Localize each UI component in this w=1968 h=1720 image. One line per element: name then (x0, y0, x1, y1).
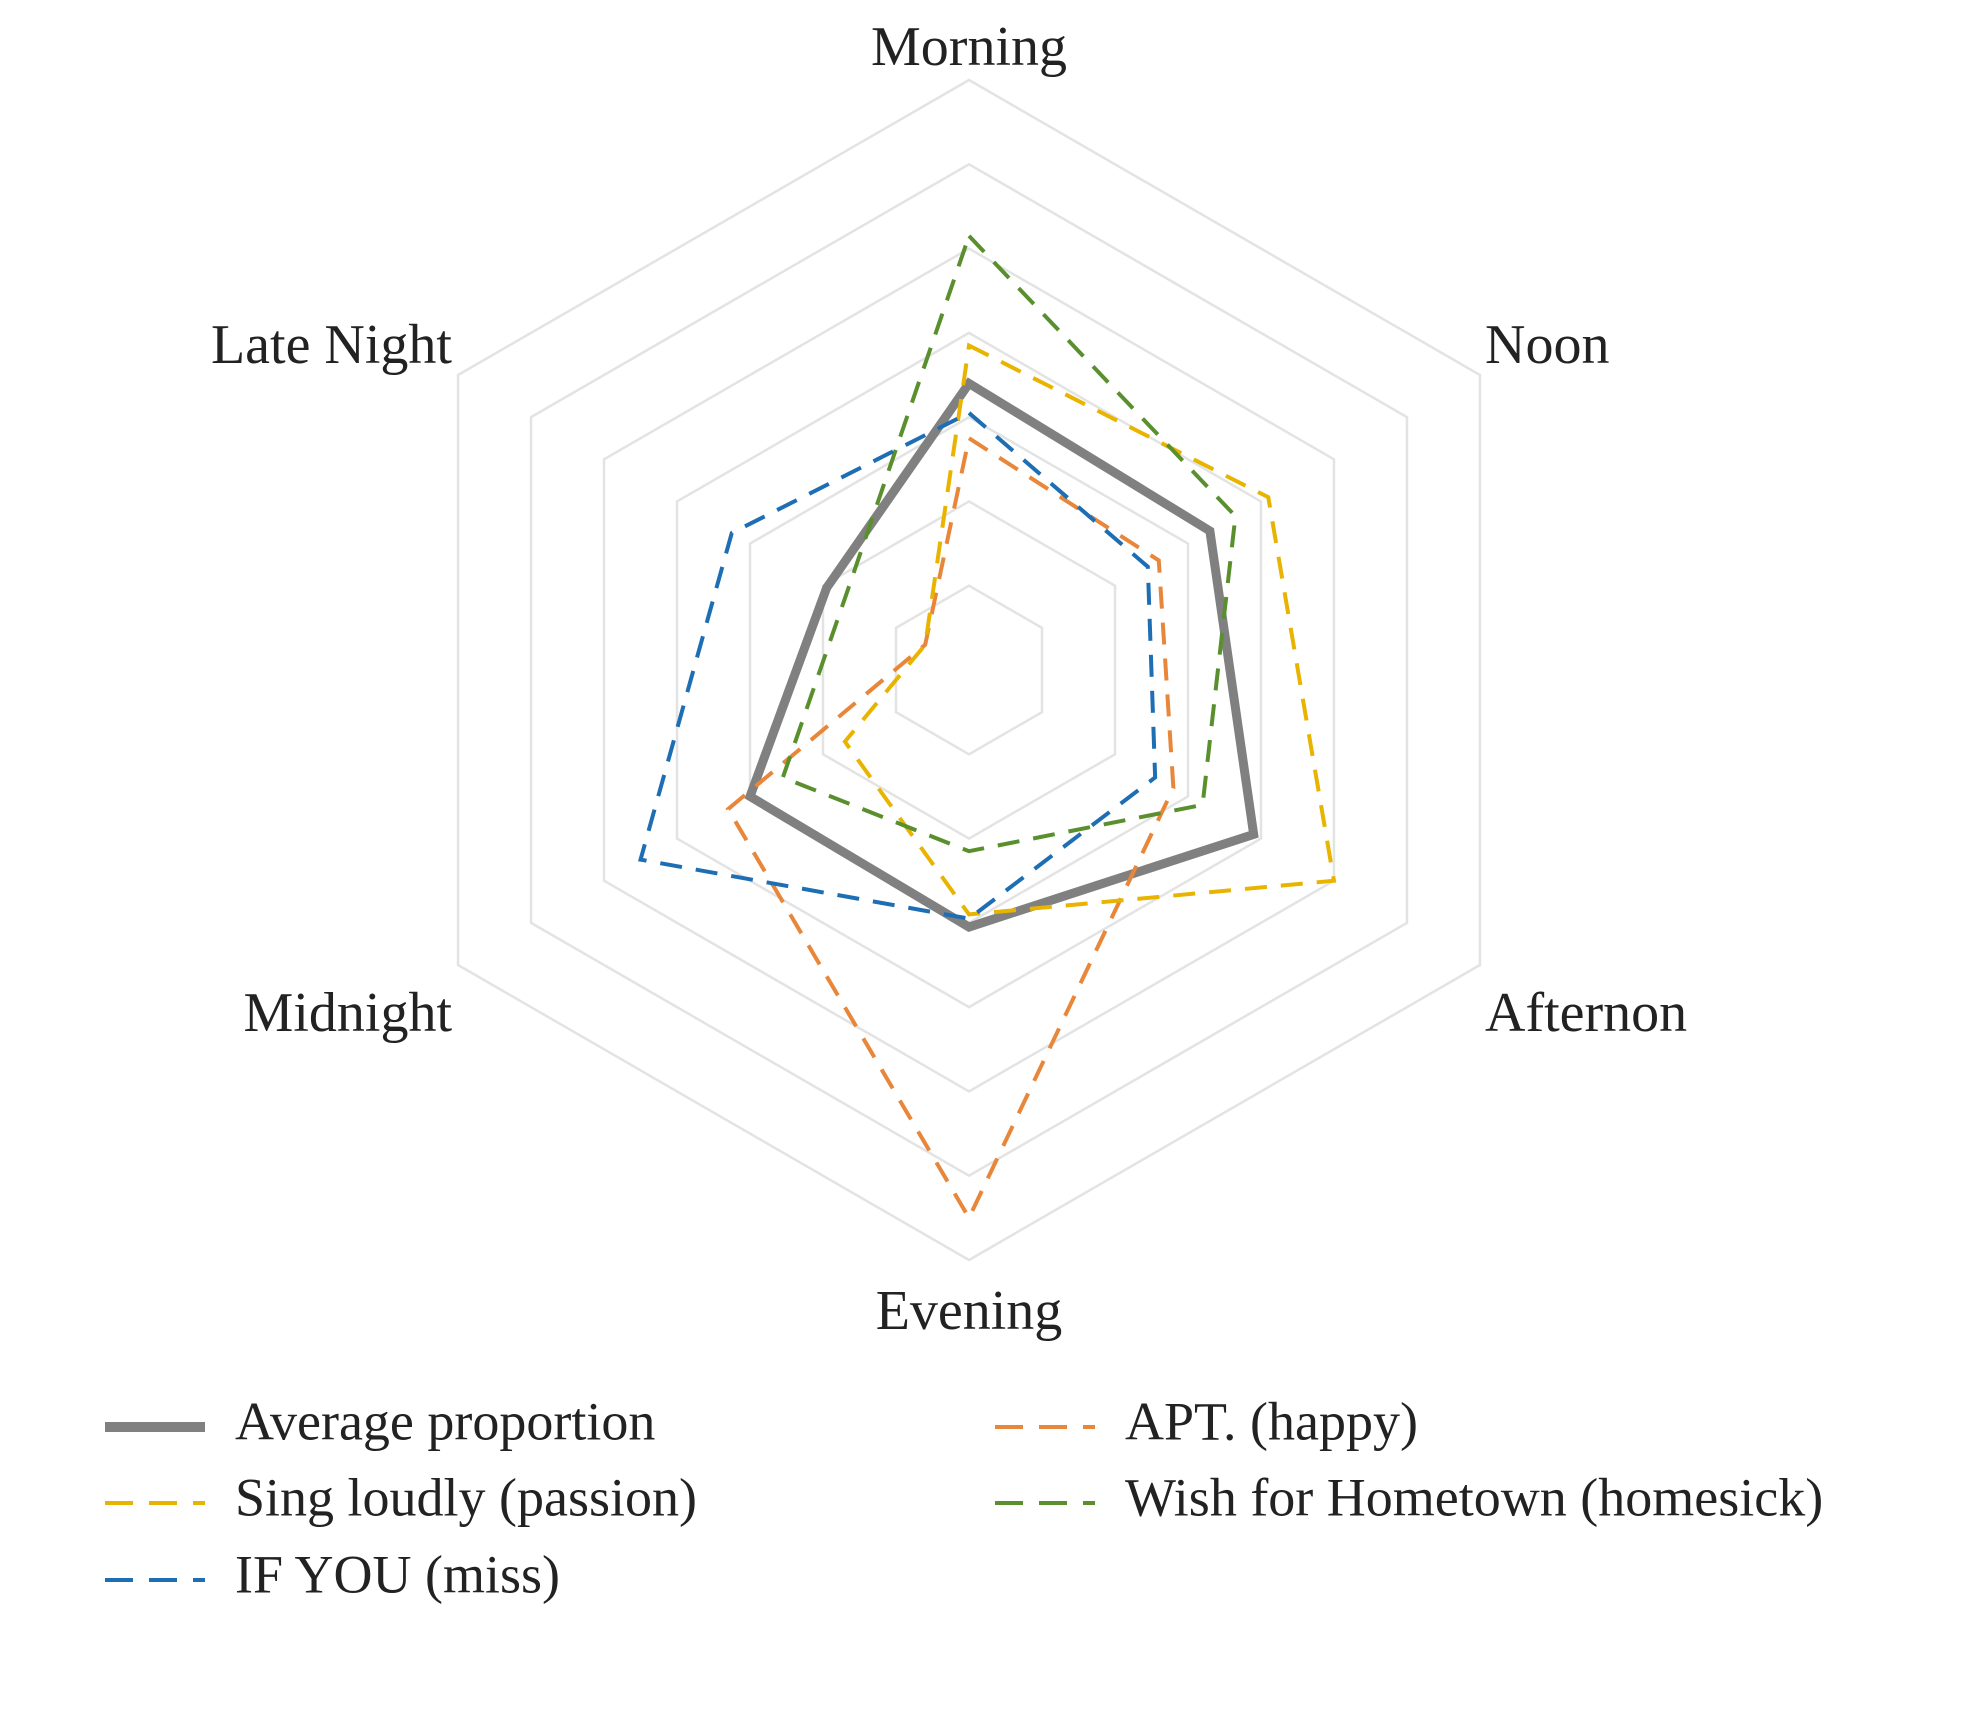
legend-label-sing-loudly-passion: Sing loudly (passion) (235, 1467, 697, 1527)
series-wish-for-hometown-homesick (780, 232, 1238, 854)
axis-label-morning: Morning (871, 16, 1067, 78)
legend-label-average-proportion: Average proportion (235, 1391, 655, 1451)
axis-label-evening: Evening (876, 1280, 1063, 1342)
legend: Average proportion Sing loudly (passion) I… (105, 1391, 1823, 1604)
grid-ring-5 (602, 247, 1336, 1093)
legend-label-if-you-miss: IF YOU (miss) (235, 1544, 560, 1604)
radar-grid (456, 78, 1482, 1262)
grid-ring-6 (529, 162, 1409, 1178)
axis-label-afternon: Afternon (1485, 982, 1687, 1044)
series-apt-happy (725, 434, 1176, 1223)
grid-ring-4 (675, 331, 1263, 1009)
series-if-you-miss (638, 410, 1158, 921)
radar-series (638, 232, 1337, 1223)
series-sing-loudly-passion (842, 342, 1337, 917)
axis-label-midnight: Midnight (244, 982, 453, 1044)
legend-label-apt-happy: APT. (happy) (1125, 1391, 1418, 1451)
legend-label-wish-for-hometown-homesick: Wish for Hometown (homesick) (1125, 1467, 1823, 1527)
axis-label-late-night: Late Night (211, 314, 452, 376)
grid-ring-1 (894, 584, 1044, 756)
grid-ring-2 (821, 499, 1117, 841)
grid-ring-7 (456, 78, 1482, 1262)
grid-ring-3 (748, 415, 1190, 925)
axis-labels: Morning Noon Afternon Evening Midnight Late N… (211, 16, 1687, 1342)
series-average-proportion (744, 377, 1259, 932)
axis-label-noon: Noon (1485, 314, 1609, 376)
